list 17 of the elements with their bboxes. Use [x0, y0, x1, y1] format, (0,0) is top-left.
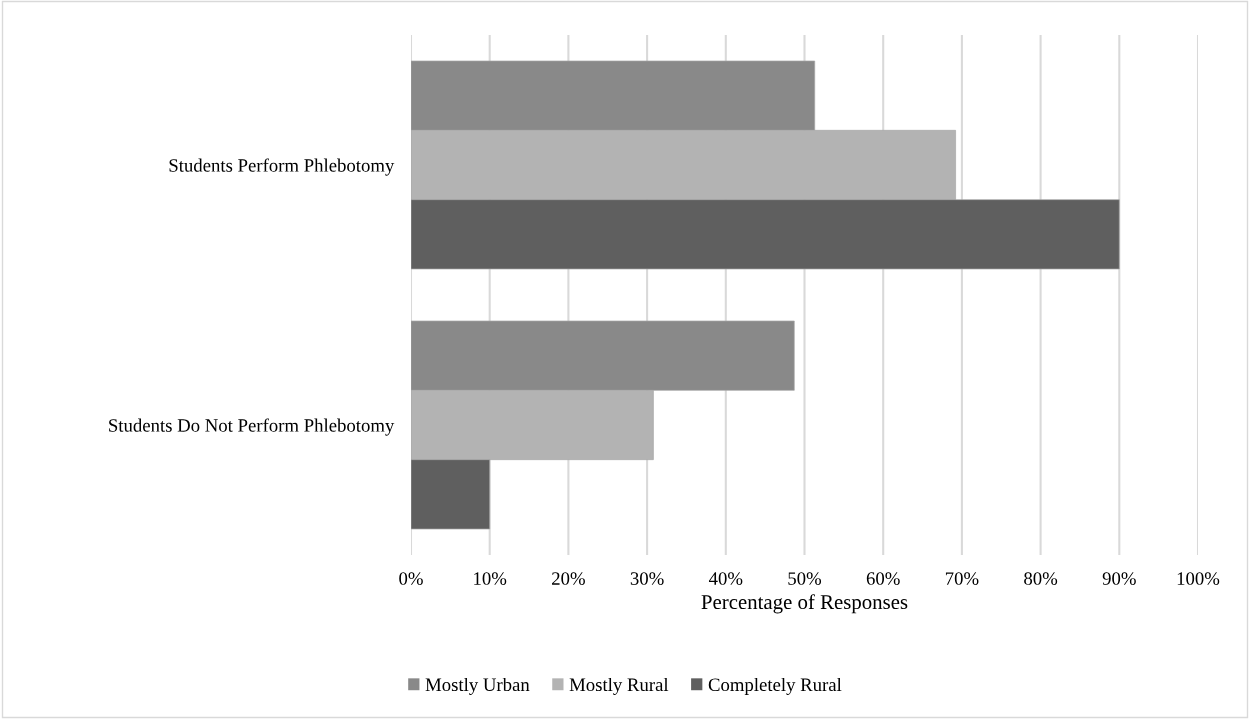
x-axis-title: Percentage of Responses [701, 594, 908, 614]
x-tick-label: 100% [1177, 572, 1220, 585]
x-tick-label: 20% [552, 572, 585, 585]
x-tick-label: 90% [1102, 572, 1136, 585]
y-tick-label: Students Perform Phlebotomy [169, 158, 395, 176]
x-tick-label: 80% [1024, 572, 1058, 585]
y-tick-label: Students Do Not Perform Phlebotomy [109, 418, 395, 436]
legend-label: Completely Rural [708, 677, 842, 695]
x-tick-label: 40% [708, 572, 743, 585]
x-tick-label: 30% [630, 572, 664, 585]
x-tick-label: 50% [788, 572, 822, 585]
x-tick-label: 60% [866, 572, 900, 585]
x-tick-label: 10% [474, 572, 507, 585]
x-tick-label: 0% [399, 572, 423, 585]
legend-label: Mostly Rural [569, 677, 669, 695]
x-tick-label: 70% [945, 572, 979, 585]
legend-label: Mostly Urban [425, 677, 530, 695]
